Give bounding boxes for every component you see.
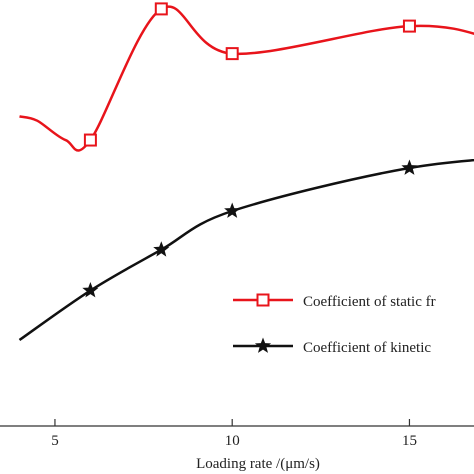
legend: Coefficient of static fr Coefficient of … (233, 293, 436, 356)
x-tick-label-10: 10 (225, 433, 240, 449)
series-0-point-2 (225, 47, 239, 61)
series-0-point-0 (83, 133, 97, 147)
series-1-point-1 (153, 241, 170, 257)
legend-star-shape (254, 337, 272, 353)
series-1-point-2 (224, 202, 241, 218)
x-tick-label-15: 15 (402, 433, 417, 449)
series-1-point-3 (401, 159, 418, 175)
legend-label-static: Coefficient of static fr (303, 294, 436, 310)
series-1-line (18, 158, 474, 342)
series-0-line (19, 5, 474, 152)
legend-label-kinetic: Coefficient of kinetic (303, 340, 431, 356)
series-0-point-1 (154, 2, 168, 16)
x-ticks: 5 10 15 (51, 419, 417, 449)
series-1 (18, 158, 474, 342)
x-axis-label: Loading rate /(μm/s) (196, 456, 320, 472)
series-layer (18, 2, 474, 342)
series-1-point-0 (82, 282, 99, 298)
legend-marker-static (256, 293, 270, 307)
series-0 (19, 2, 474, 152)
series-0-point-3 (402, 19, 416, 33)
x-tick-label-5: 5 (51, 433, 59, 449)
legend-marker-kinetic (254, 337, 272, 353)
